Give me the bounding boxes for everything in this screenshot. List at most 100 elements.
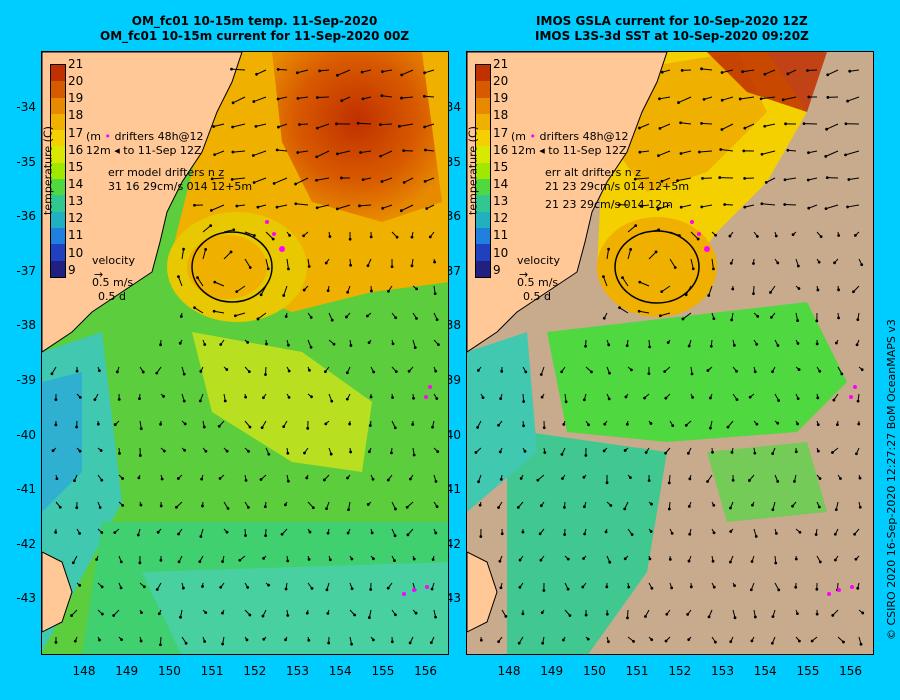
velocity-speed: 0.5 m/s (92, 276, 134, 289)
current-vector-head (424, 148, 427, 152)
x-tick-label: 151 (200, 664, 224, 678)
current-vector-head (776, 344, 780, 347)
x-tick-label: 148 (72, 664, 96, 678)
current-vector-head (731, 478, 735, 482)
current-vector (720, 148, 734, 152)
current-vector-head (100, 612, 104, 616)
current-vector-head (199, 369, 203, 373)
current-vector-head (650, 586, 654, 590)
current-vector-head (743, 126, 747, 130)
right-map-panel: 21 20 19 18 17 16 15 14 13 12 11 10 9 temperature (C… (466, 51, 874, 655)
current-vector-head (730, 450, 734, 454)
current-vector-head (755, 422, 759, 426)
current-vector-head (263, 505, 267, 509)
current-vector (742, 69, 755, 73)
current-vector (231, 68, 246, 71)
current-vector-head (96, 422, 100, 426)
current-vector-head (309, 315, 313, 319)
x-tick-label: 149 (115, 664, 139, 678)
current-vector-head (159, 643, 162, 647)
current-vector-head (542, 589, 546, 592)
current-vector-head (517, 641, 521, 645)
current-vector-head (629, 476, 632, 480)
current-vector (359, 204, 372, 207)
current-vector-head (340, 176, 343, 180)
colorbar (475, 64, 491, 278)
velocity-label: velocity (92, 254, 135, 267)
current-vector-head (842, 640, 845, 644)
current-vector-head (474, 451, 478, 454)
drifter-arrow-icon: ◂ (114, 144, 120, 157)
current-vector (317, 123, 330, 129)
current-vector-head (560, 370, 564, 374)
current-vector-head (369, 588, 373, 591)
current-vector-head (627, 585, 631, 589)
colorbar-segment (476, 146, 490, 163)
current-vector-head (688, 477, 692, 481)
current-vector (622, 277, 629, 287)
current-vector-head (212, 309, 216, 313)
y-tick-label: -38 (16, 318, 36, 333)
velocity-arrow-icon: → (94, 268, 104, 281)
current-vector (661, 285, 671, 293)
x-tick-label: 154 (753, 664, 777, 678)
current-vector (316, 150, 330, 158)
current-vector-head (638, 280, 642, 284)
current-vector-head (794, 450, 798, 454)
current-vector-head (248, 613, 252, 617)
current-vector-head (141, 370, 145, 374)
current-vector-head (624, 395, 628, 399)
current-vector-head (387, 289, 390, 293)
current-vector (648, 251, 657, 260)
current-vector-head (818, 477, 822, 480)
current-vector (278, 68, 288, 71)
current-vector (362, 69, 372, 73)
current-vector-head (159, 504, 163, 508)
current-vector-head (726, 425, 730, 429)
current-vector (661, 177, 671, 182)
colorbar-segment (476, 65, 490, 82)
current-vector-head (140, 611, 143, 615)
current-vector-head (371, 477, 375, 481)
current-vector-head (749, 588, 753, 592)
current-vector (657, 204, 671, 210)
current-vector-head (696, 237, 700, 241)
current-vector-head (751, 503, 754, 507)
current-vector-head (604, 530, 608, 534)
current-vector-head (50, 372, 54, 376)
current-vector-head (370, 289, 373, 293)
tasmania-land (42, 551, 73, 633)
current-vector-head (519, 477, 523, 480)
current-vector (232, 96, 246, 104)
current-vector-head (408, 641, 412, 645)
current-vector-head (523, 449, 527, 453)
current-vector-head (75, 506, 79, 510)
current-vector-head (498, 559, 502, 563)
current-vector-head (402, 180, 406, 184)
current-vector-head (764, 181, 768, 184)
current-vector-head (138, 454, 142, 457)
current-vector (316, 177, 330, 181)
current-vector-head (379, 123, 382, 127)
current-vector-head (729, 261, 733, 265)
current-vector-head (262, 556, 266, 560)
current-vector (784, 177, 797, 181)
current-vector (764, 123, 776, 127)
current-vector-head (818, 560, 822, 564)
current-vector-head (665, 612, 669, 616)
current-vector-head (221, 611, 224, 615)
current-vector (244, 231, 255, 236)
current-vector-head (406, 533, 410, 537)
current-vector-head (286, 451, 290, 455)
current-vector (659, 96, 671, 100)
current-vector-head (381, 70, 384, 74)
current-vector-head (564, 400, 568, 404)
current-vector-head (361, 97, 365, 101)
current-vector (273, 177, 288, 184)
current-vector-head (731, 287, 735, 291)
current-vector (278, 123, 288, 128)
current-vector-head (296, 97, 300, 100)
current-vector (381, 95, 393, 98)
current-vector-head (637, 309, 641, 313)
current-vector-head (786, 72, 790, 76)
